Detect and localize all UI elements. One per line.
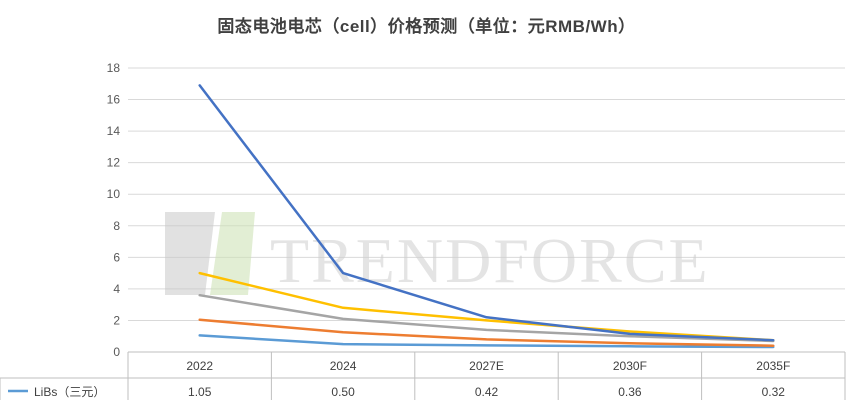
y-tick-label: 0 [113,345,120,359]
x-category-label: 2022 [186,359,213,373]
table-cell-value: 1.05 [188,385,212,399]
table-cell-value: 0.42 [475,385,499,399]
watermark-text: TRENDFORCE [270,225,710,296]
y-tick-label: 10 [107,187,121,201]
x-category-label: 2035F [756,359,790,373]
x-category-label: 2024 [330,359,357,373]
trendforce-logo-accent-icon [210,212,255,295]
series-line-2 [198,293,775,343]
table-cell-value: 0.36 [618,385,642,399]
gridlines [128,67,845,353]
trendforce-logo-icon [165,212,215,295]
series-line-0 [198,334,775,349]
y-tick-label: 2 [113,313,120,327]
series-line-4 [198,84,775,342]
y-tick-label: 8 [113,219,120,233]
y-axis-ticks: 0 2 4 6 8 10 12 14 16 18 [107,61,121,359]
series-line-3 [198,271,775,342]
y-tick-label: 4 [113,282,120,296]
y-tick-label: 12 [107,156,121,170]
table-cell-value: 0.50 [331,385,355,399]
x-category-label: 2027E [469,359,504,373]
series-lines [198,84,775,349]
table-cell-value: 0.32 [762,385,786,399]
x-category-label: 2030F [613,359,647,373]
data-table: 2022 2024 2027E 2030F 2035F LiBs（三元） 1.05 0.50 0… [0,351,846,400]
y-tick-label: 6 [113,250,120,264]
y-tick-label: 18 [107,61,121,75]
y-tick-label: 14 [107,124,121,138]
legend-series-name: LiBs（三元） [34,385,105,399]
y-tick-label: 16 [107,93,121,107]
series-line-1 [198,318,775,347]
trendforce-watermark: TRENDFORCE [165,212,710,296]
chart-title: 固态电池电芯（cell）价格预测（单位：元RMB/Wh） [217,17,636,36]
